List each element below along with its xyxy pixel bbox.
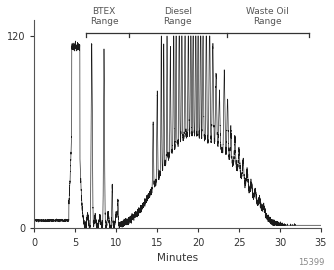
Text: 15399: 15399 xyxy=(298,258,324,267)
X-axis label: Minutes: Minutes xyxy=(157,253,198,263)
Text: Waste Oil
Range: Waste Oil Range xyxy=(246,7,289,26)
Text: BTEX
Range: BTEX Range xyxy=(90,7,118,26)
Text: Diesel
Range: Diesel Range xyxy=(163,7,192,26)
